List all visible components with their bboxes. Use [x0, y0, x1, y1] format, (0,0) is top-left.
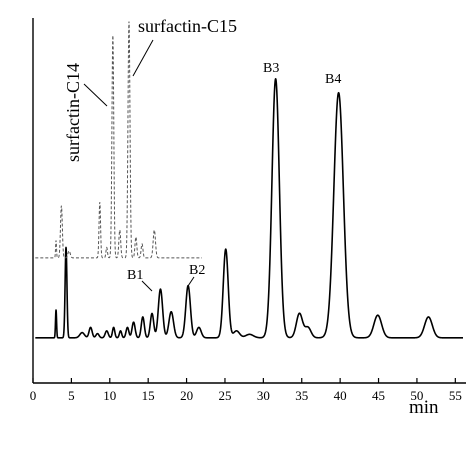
- surfactin-c14-leader: [83, 83, 108, 107]
- x-tick-label: 45: [372, 388, 385, 403]
- peak-label-b4: B4: [325, 72, 341, 87]
- surfactin-c15-leader: [132, 39, 154, 77]
- axes: [32, 18, 466, 384]
- x-ticks: 0 5 10 15 20 25 30 35 40 45 50 55: [30, 378, 462, 403]
- x-tick-label: 30: [257, 388, 270, 403]
- x-tick-label: 40: [334, 388, 347, 403]
- x-tick-label: 35: [295, 388, 308, 403]
- x-tick-label: 25: [218, 388, 231, 403]
- peak-b1-leader: [141, 280, 153, 292]
- peak-label-b2: B2: [189, 263, 205, 278]
- peak-label-b3: B3: [263, 61, 279, 76]
- x-tick-label: 0: [30, 388, 37, 403]
- x-axis-unit-label: min: [409, 397, 439, 418]
- peak-labels: B1 B2 B3 B4 surfactin-C14 surfactin-C15 …: [63, 16, 439, 418]
- standard-trace-dashed: [35, 21, 202, 259]
- traces: [34, 21, 464, 339]
- x-tick-label: 55: [449, 388, 462, 403]
- x-tick-label: 50: [410, 388, 423, 403]
- surfactin-c14-label: surfactin-C14: [63, 63, 83, 162]
- sample-trace-solid: [34, 78, 464, 339]
- peak-b2-leader: [187, 276, 195, 287]
- surfactin-c15-label: surfactin-C15: [138, 16, 237, 36]
- x-tick-label: 10: [103, 388, 116, 403]
- peak-label-b1: B1: [127, 268, 143, 283]
- x-tick-label: 15: [142, 388, 155, 403]
- x-tick-label: 5: [68, 388, 75, 403]
- x-tick-label: 20: [180, 388, 193, 403]
